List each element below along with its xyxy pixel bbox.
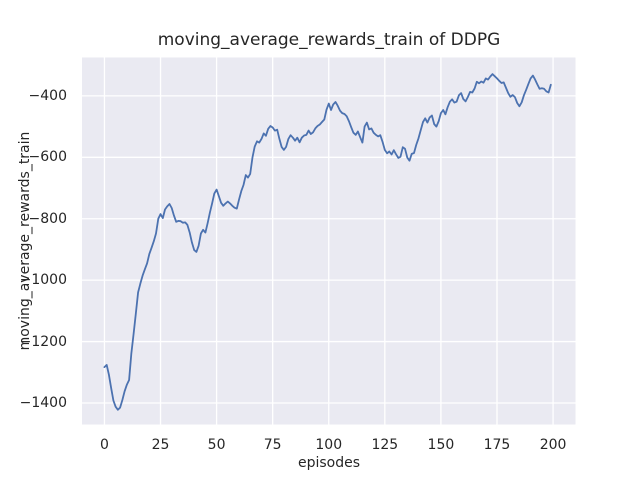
x-tick-label: 125: [371, 437, 399, 453]
x-tick-label: 200: [539, 437, 567, 453]
x-tick-label: 150: [427, 437, 455, 453]
chart-title: moving_average_rewards_train of DDPG: [157, 30, 501, 50]
x-tick-label: 0: [99, 437, 109, 453]
x-axis-label: episodes: [297, 455, 361, 471]
x-tick-label: 175: [483, 437, 511, 453]
x-tick-label: 100: [315, 437, 343, 453]
x-tick-label: 75: [263, 437, 282, 453]
y-tick-label: −400: [28, 87, 67, 104]
x-tick-label: 50: [207, 437, 226, 453]
series-line-moving_average_rewards_train: [103, 73, 552, 411]
y-tick-label: −1200: [19, 333, 67, 350]
x-tick-label: 25: [151, 437, 170, 453]
y-tick-label: −1000: [19, 272, 67, 289]
y-tick-label: −800: [28, 210, 67, 227]
y-tick-label: −1400: [19, 395, 67, 411]
y-tick-label: −600: [28, 149, 67, 166]
